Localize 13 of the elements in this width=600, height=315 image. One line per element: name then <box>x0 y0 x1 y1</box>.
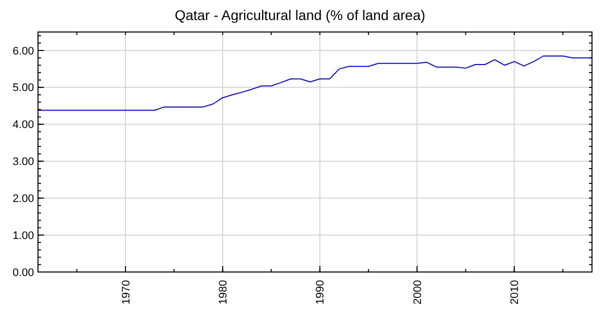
y-tick-label: 3.00 <box>12 156 34 168</box>
x-tick-label: 2000 <box>412 280 424 304</box>
x-tick-label: 2010 <box>509 280 522 304</box>
y-tick-label: 4.00 <box>12 119 34 132</box>
y-tick-label: 0.00 <box>12 266 34 279</box>
y-tick-label: 2.00 <box>12 193 34 206</box>
chart-title: Qatar - Agricultural land (% of land area) <box>174 7 426 23</box>
y-tick-label: 5.00 <box>12 82 34 94</box>
y-tick-label: 6.00 <box>12 45 34 58</box>
y-tick-label: 1.00 <box>12 230 34 242</box>
x-tick-label: 1980 <box>218 280 230 304</box>
x-tick-label: 1970 <box>120 280 132 304</box>
x-tick-label: 1990 <box>314 280 327 304</box>
